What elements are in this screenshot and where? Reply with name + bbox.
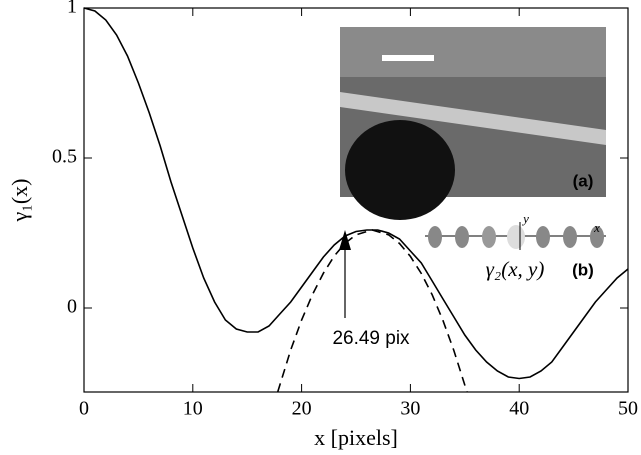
y-axis-title: γ₁(x)	[7, 178, 32, 222]
inset-image-a	[340, 27, 606, 220]
line-series	[83, 7, 629, 380]
x-tick-label: 20	[292, 398, 312, 420]
inset-image-b	[425, 222, 606, 250]
inset-title: γ₂(x, y)	[486, 257, 545, 281]
x-tick-label: 50	[618, 398, 638, 420]
plot-frame	[83, 7, 629, 393]
line-series	[276, 229, 468, 393]
x-tick-label: 10	[183, 398, 203, 420]
inset-label: (a)	[573, 171, 594, 190]
annotation: 26.49 pix	[332, 328, 410, 349]
y-tick-label: 1	[67, 0, 77, 18]
inset-label: (b)	[572, 260, 594, 279]
inset-axis-label: x	[593, 220, 600, 235]
inset-axis-label: y	[521, 211, 529, 226]
y-tick-label: 0.5	[52, 146, 77, 168]
x-tick-label: 0	[79, 398, 89, 420]
x-tick-label: 40	[509, 398, 529, 420]
y-tick-label: 0	[67, 296, 77, 318]
arrow-head	[339, 230, 351, 250]
x-axis-title: x [pixels]	[314, 425, 398, 450]
x-tick-label: 30	[400, 398, 420, 420]
